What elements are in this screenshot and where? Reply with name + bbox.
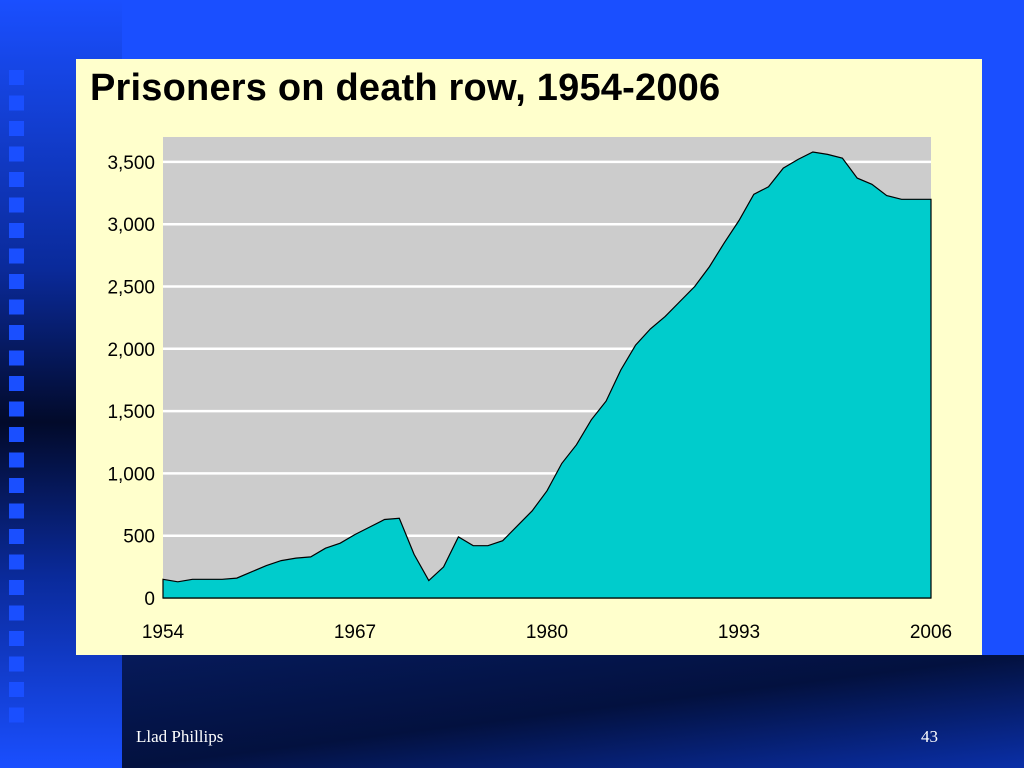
decorative-square bbox=[9, 223, 24, 238]
chart-panel: Prisoners on death row, 1954-2006 0 500 1,… bbox=[76, 59, 982, 655]
y-tick-label: 500 bbox=[123, 527, 155, 548]
x-tick-label: 1993 bbox=[718, 622, 760, 643]
decorative-square bbox=[9, 401, 24, 417]
decorative-square bbox=[9, 554, 24, 570]
chart-title: Prisoners on death row, 1954-2006 bbox=[90, 67, 721, 109]
decorative-square bbox=[9, 70, 24, 85]
decorative-square bbox=[9, 95, 24, 111]
footer-author: Llad Phillips bbox=[136, 727, 224, 746]
x-tick-label: 1980 bbox=[526, 622, 568, 643]
y-tick-label: 1,500 bbox=[107, 402, 155, 423]
decorative-square bbox=[9, 121, 24, 136]
decorative-square bbox=[9, 478, 24, 493]
y-tick-label: 3,500 bbox=[107, 153, 155, 174]
decorative-square-column bbox=[9, 70, 24, 723]
y-tick-label: 3,000 bbox=[107, 215, 155, 236]
decorative-square bbox=[9, 707, 24, 723]
y-axis-labels: 0 500 1,000 1,500 2,000 2,500 3,000 3,500 bbox=[107, 153, 155, 610]
decorative-square bbox=[9, 503, 24, 519]
decorative-square bbox=[9, 350, 24, 366]
decorative-square bbox=[9, 325, 24, 340]
decorative-square bbox=[9, 605, 24, 621]
x-tick-label: 2006 bbox=[910, 622, 952, 643]
y-tick-label: 1,000 bbox=[107, 464, 155, 485]
decorative-square bbox=[9, 452, 24, 468]
decorative-square bbox=[9, 299, 24, 315]
decorative-square bbox=[9, 376, 24, 391]
decorative-square bbox=[9, 274, 24, 289]
y-tick-label: 2,500 bbox=[107, 278, 155, 299]
decorative-square bbox=[9, 172, 24, 187]
decorative-square bbox=[9, 682, 24, 697]
x-axis-labels: 1954 1967 1980 1993 2006 bbox=[142, 622, 952, 643]
decorative-square bbox=[9, 427, 24, 442]
decorative-square bbox=[9, 580, 24, 595]
y-tick-label: 0 bbox=[144, 589, 155, 610]
decorative-square bbox=[9, 248, 24, 264]
decorative-square bbox=[9, 197, 24, 213]
decorative-square bbox=[9, 631, 24, 646]
series-area bbox=[162, 151, 932, 599]
decorative-square bbox=[9, 146, 24, 162]
x-tick-label: 1954 bbox=[142, 622, 185, 643]
decorative-square bbox=[9, 656, 24, 672]
y-tick-label: 2,000 bbox=[107, 340, 155, 361]
slide-page-number: 43 bbox=[921, 727, 938, 746]
decorative-square bbox=[9, 529, 24, 544]
x-tick-label: 1967 bbox=[334, 622, 376, 643]
